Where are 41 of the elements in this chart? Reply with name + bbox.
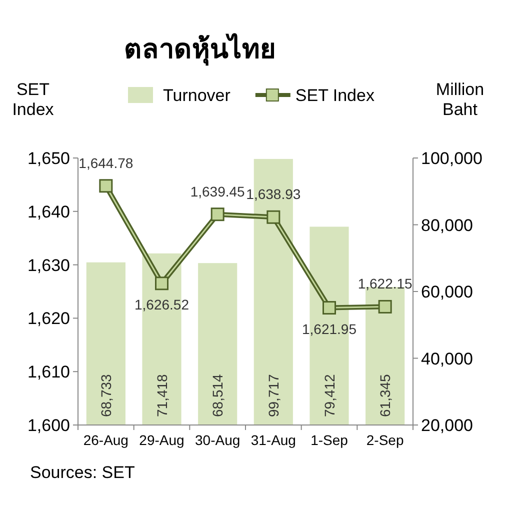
data-label: 79,412 xyxy=(321,374,338,417)
data-label: 1,644.78 xyxy=(78,154,134,171)
point xyxy=(210,208,224,222)
legend-label: SET Index xyxy=(295,86,375,105)
point xyxy=(322,301,336,315)
x-tick-label: 26-Aug xyxy=(83,432,128,448)
y-axis-title: SET Index xyxy=(11,80,55,120)
y-tick-label: 1,620 xyxy=(27,309,70,328)
y-tick-label: 1,610 xyxy=(27,362,70,382)
x-tick-label: 30-Aug xyxy=(195,432,240,448)
x-tick-label: 1-Sep xyxy=(310,432,348,448)
y2-tick-label: 100,000 xyxy=(421,149,482,168)
data-label: 1,621.95 xyxy=(302,320,357,337)
y2-tick-label: 80,000 xyxy=(421,216,473,235)
y-tick-label: 1,640 xyxy=(27,202,70,222)
data-label: 71,418 xyxy=(154,374,170,417)
x-tick-label: 2-Sep xyxy=(366,432,404,448)
point xyxy=(266,210,280,224)
source-note: Sources: SET xyxy=(30,463,135,482)
y-tick-label: 1,630 xyxy=(27,256,70,275)
point xyxy=(155,276,168,290)
data-label: 1,638.93 xyxy=(246,186,301,202)
y-tick-label: 1,600 xyxy=(27,416,70,435)
data-label: 61,345 xyxy=(377,374,394,417)
chart-title: ตลาดหุ้นไทย xyxy=(123,32,277,66)
x-tick-label: 29-Aug xyxy=(139,432,184,448)
y2-tick-label: 20,000 xyxy=(421,416,473,435)
data-label: 68,514 xyxy=(210,374,226,417)
y2-axis-title: Million Baht xyxy=(434,80,486,120)
point xyxy=(99,179,113,193)
point xyxy=(378,300,392,314)
y2-tick-label: 60,000 xyxy=(421,282,473,302)
y-tick-label: 1,650 xyxy=(27,149,70,168)
data-label: 99,717 xyxy=(265,374,282,417)
legend-label: Turnover xyxy=(163,86,231,105)
x-tick-label: 31-Aug xyxy=(250,432,296,448)
data-label: 68,733 xyxy=(98,374,114,417)
y2-tick-label: 40,000 xyxy=(421,349,473,368)
data-label: 1,626.52 xyxy=(134,296,190,312)
data-label: 1,639.45 xyxy=(190,183,246,200)
data-label: 1,622.15 xyxy=(358,276,413,292)
